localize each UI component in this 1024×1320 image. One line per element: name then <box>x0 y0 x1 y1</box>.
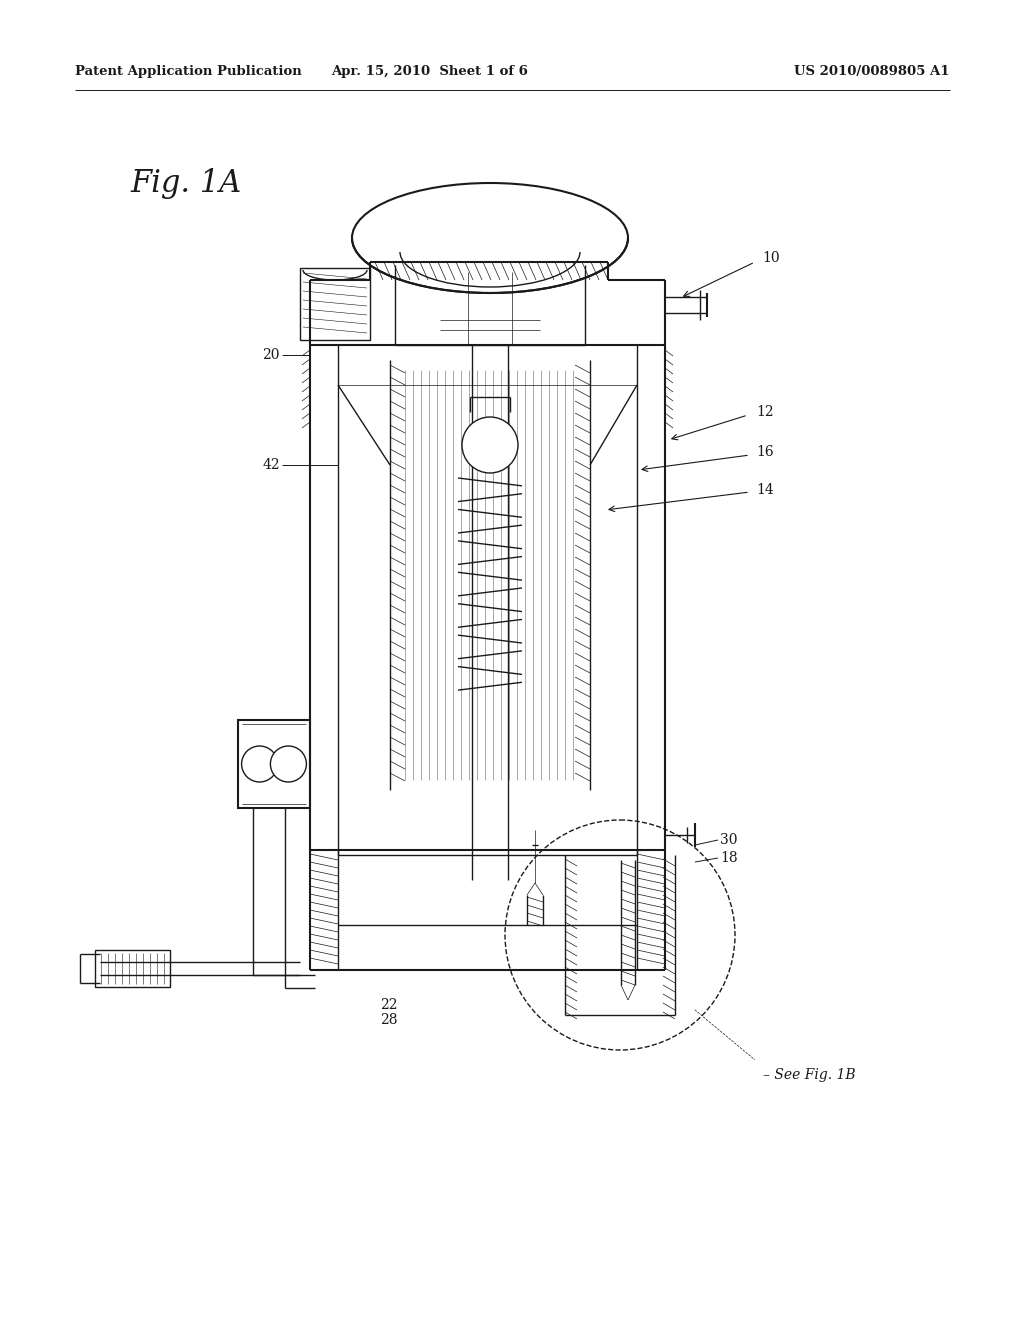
Text: 30: 30 <box>720 833 737 847</box>
Bar <box>300 268 370 341</box>
Text: 20: 20 <box>262 348 280 362</box>
Ellipse shape <box>352 183 628 293</box>
Text: 22: 22 <box>380 998 397 1012</box>
Circle shape <box>462 417 518 473</box>
Text: US 2010/0089805 A1: US 2010/0089805 A1 <box>795 66 950 78</box>
Text: 10: 10 <box>762 251 779 265</box>
Text: 12: 12 <box>756 405 773 418</box>
Text: 42: 42 <box>262 458 280 473</box>
Text: 14: 14 <box>756 483 774 498</box>
Text: – See Fig. 1B: – See Fig. 1B <box>763 1068 856 1082</box>
Text: Fig. 1A: Fig. 1A <box>130 168 242 199</box>
Text: 16: 16 <box>756 445 773 459</box>
Circle shape <box>270 746 306 781</box>
Text: 18: 18 <box>720 851 737 865</box>
Bar <box>95 950 170 987</box>
Bar <box>238 719 310 808</box>
Text: 28: 28 <box>380 1012 397 1027</box>
Text: Patent Application Publication: Patent Application Publication <box>75 66 302 78</box>
Circle shape <box>242 746 278 781</box>
Text: Apr. 15, 2010  Sheet 1 of 6: Apr. 15, 2010 Sheet 1 of 6 <box>332 66 528 78</box>
